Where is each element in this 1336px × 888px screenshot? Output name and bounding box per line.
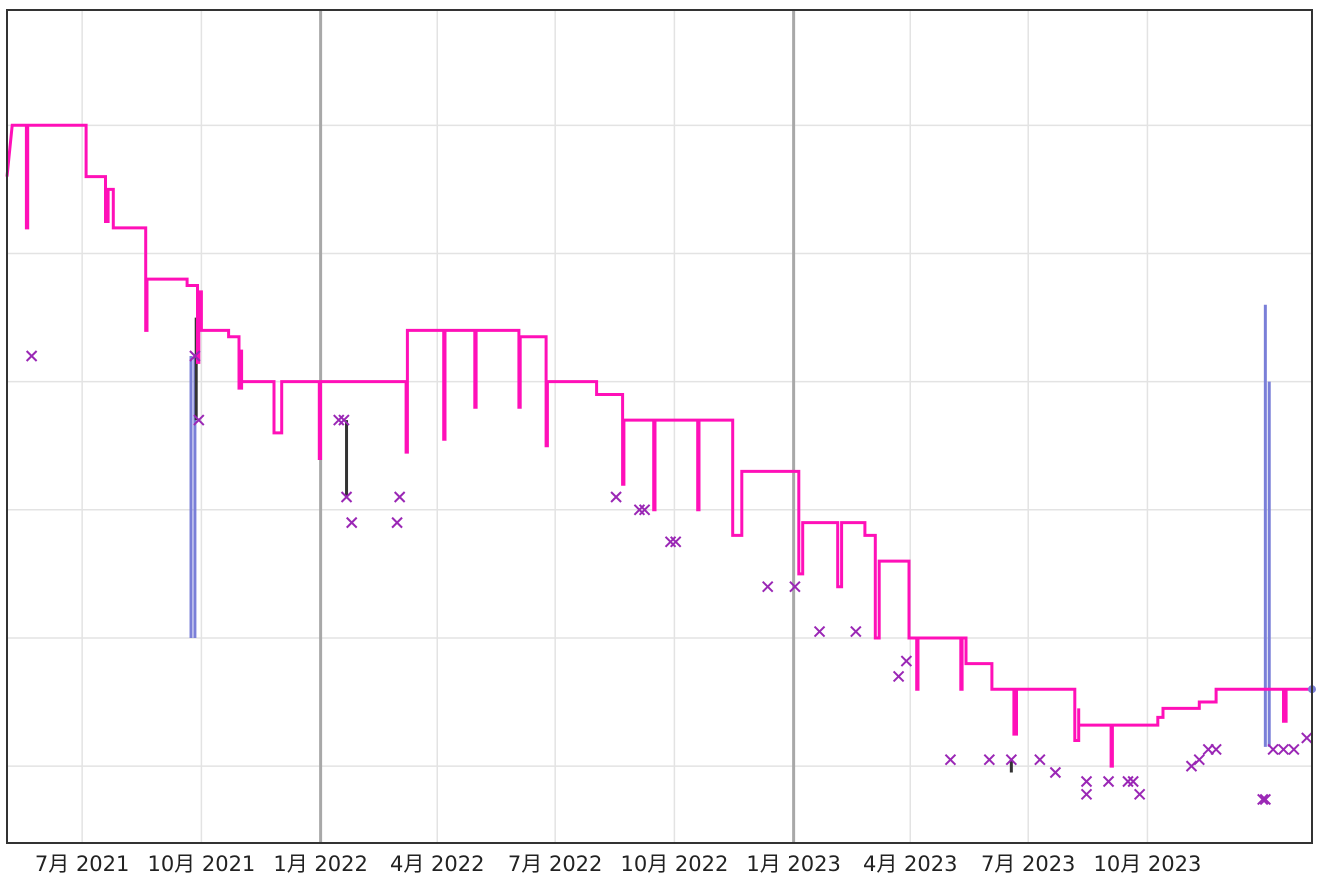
x-marker-point: [193, 414, 205, 426]
x-marker-point: [892, 670, 905, 683]
x-tick-label: 10月 2023: [1093, 852, 1201, 876]
x-marker-point: [789, 580, 801, 593]
x-marker-point: [1288, 743, 1300, 756]
x-marker-point: [983, 753, 996, 766]
x-marker-point: [669, 536, 682, 548]
x-marker-point: [664, 536, 677, 548]
x-tick-label: 4月 2023: [863, 852, 957, 876]
x-marker-point: [1133, 788, 1146, 801]
step-line-series: [5, 123, 1312, 768]
x-tick-label: 1月 2023: [746, 852, 840, 876]
x-marker-point: [1127, 775, 1139, 788]
price-step-line: [5, 123, 1312, 768]
x-marker-point: [900, 655, 913, 667]
x-marker-point: [1301, 732, 1313, 744]
x-marker-point: [1193, 753, 1205, 766]
x-marker-point: [638, 504, 651, 516]
x-marker-point: [391, 516, 403, 529]
x-marker-point: [1005, 753, 1018, 766]
x-marker-point: [346, 516, 358, 529]
x-marker-point: [189, 350, 201, 362]
x-tick-label: 4月 2022: [390, 852, 484, 876]
x-tick-label: 1月 2022: [273, 852, 367, 876]
year-boundaries: [319, 10, 796, 843]
x-marker-point: [944, 753, 957, 766]
x-marker-point: [1259, 793, 1272, 806]
x-marker-point: [850, 625, 862, 638]
x-tick-label: 7月 2021: [35, 852, 129, 876]
x-marker-point: [633, 504, 646, 516]
x-marker-point: [1049, 766, 1062, 779]
x-marker-point: [393, 491, 406, 503]
x-axis-ticks: 7月 2021 10月 2021 1月 2022 4月 2022 7月 2022 10月 …: [35, 852, 1201, 876]
x-marker-point: [1210, 743, 1222, 756]
x-marker-point: [1102, 775, 1115, 788]
x-marker-point: [338, 414, 350, 426]
x-marker-point: [340, 491, 353, 503]
x-marker-point: [610, 491, 622, 503]
plot-frame: [6, 9, 1313, 844]
x-marker-point: [1267, 743, 1279, 756]
x-marker-point: [1080, 775, 1093, 788]
scatter-series: [25, 350, 1313, 806]
x-marker-point: [1080, 788, 1093, 801]
x-tick-label: 10月 2021: [147, 852, 255, 876]
x-marker-point: [1277, 743, 1290, 756]
x-marker-point: [1257, 793, 1269, 806]
x-marker-point: [762, 580, 774, 593]
bar-series: [189, 304, 1271, 747]
x-marker-point: [1122, 775, 1134, 788]
x-marker-point: [813, 625, 826, 638]
x-tick-label: 7月 2022: [508, 852, 602, 876]
x-tick-label: 7月 2023: [981, 852, 1075, 876]
x-marker-point: [333, 414, 345, 426]
x-tick-label: 10月 2022: [620, 852, 728, 876]
x-marker-point: [1034, 753, 1046, 766]
x-marker-point: [25, 350, 38, 362]
grid-lines: [7, 10, 1312, 843]
